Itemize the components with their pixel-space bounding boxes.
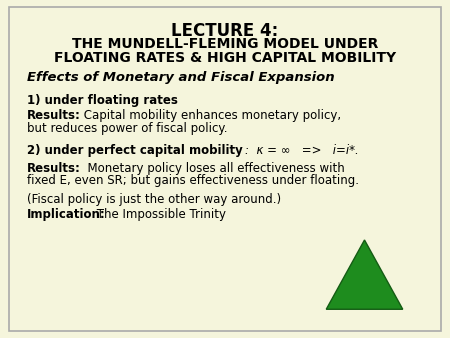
Text: LECTURE 4:: LECTURE 4:: [171, 22, 279, 40]
Text: but reduces power of fiscal policy.: but reduces power of fiscal policy.: [27, 122, 228, 135]
Text: :  κ = ∞   =>   i=i*.: : κ = ∞ => i=i*.: [245, 144, 359, 156]
Text: Capital mobility enhances monetary policy,: Capital mobility enhances monetary polic…: [80, 109, 341, 122]
Text: Results:: Results:: [27, 162, 81, 174]
FancyBboxPatch shape: [365, 62, 397, 111]
Text: Results:: Results:: [27, 109, 81, 122]
FancyBboxPatch shape: [376, 42, 387, 50]
Circle shape: [406, 236, 422, 248]
Text: Implication:: Implication:: [27, 208, 106, 221]
Text: Monetary policy loses all effectiveness with: Monetary policy loses all effectiveness …: [80, 162, 345, 174]
Text: fixed E, even SR; but gains effectiveness under floating.: fixed E, even SR; but gains effectivenes…: [27, 174, 359, 187]
FancyBboxPatch shape: [375, 48, 388, 65]
Text: 1) under floating rates: 1) under floating rates: [27, 94, 178, 107]
Text: FLOATING RATES & HIGH CAPITAL MOBILITY: FLOATING RATES & HIGH CAPITAL MOBILITY: [54, 51, 396, 65]
Text: THE MUNDELL-FLEMING MODEL UNDER: THE MUNDELL-FLEMING MODEL UNDER: [72, 37, 378, 51]
Text: Effects of Monetary and Fiscal Expansion: Effects of Monetary and Fiscal Expansion: [27, 71, 335, 84]
Text: (Fiscal policy is just the other way around.): (Fiscal policy is just the other way aro…: [27, 193, 281, 206]
Text: 2) under perfect capital mobility: 2) under perfect capital mobility: [27, 144, 243, 156]
Text: The Impossible Trinity: The Impossible Trinity: [93, 208, 226, 221]
